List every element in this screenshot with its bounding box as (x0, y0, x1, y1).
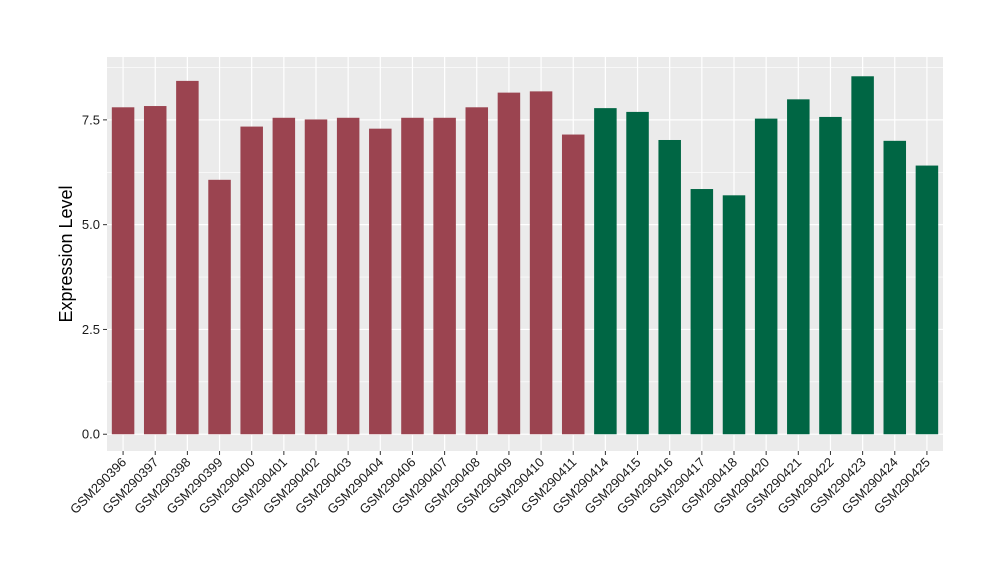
y-tick-label: 2.5 (82, 322, 100, 337)
y-tick-label: 7.5 (82, 112, 100, 127)
bar-GSM290408 (465, 107, 489, 435)
bar-GSM290422 (819, 116, 842, 435)
bar-GSM290404 (369, 128, 392, 435)
bar-GSM290406 (401, 117, 424, 435)
y-tick-label: 0.0 (82, 427, 100, 442)
bar-GSM290417 (690, 189, 714, 435)
bar-GSM290409 (497, 92, 521, 435)
plot-panel (107, 57, 943, 451)
bar-GSM290424 (883, 140, 907, 435)
bar-GSM290403 (336, 117, 360, 435)
bar-GSM290411 (561, 134, 585, 435)
bar-GSM290400 (240, 126, 263, 435)
bar-GSM290396 (111, 107, 135, 435)
y-axis: 0.0 2.5 5.0 7.5 (82, 112, 107, 442)
bar-GSM290401 (272, 117, 296, 435)
bar-GSM290415 (626, 111, 649, 435)
bar-GSM290397 (143, 106, 167, 435)
bar-GSM290407 (433, 117, 456, 435)
bar-GSM290398 (176, 80, 199, 435)
x-axis: GSM290396GSM290397GSM290398GSM290399GSM2… (67, 451, 933, 517)
bar-GSM290402 (304, 119, 328, 435)
bar-GSM290420 (754, 118, 778, 435)
bars (111, 76, 939, 435)
bar-GSM290421 (787, 99, 810, 435)
bar-GSM290423 (851, 76, 874, 435)
bar-GSM290418 (722, 195, 746, 435)
bar-GSM290414 (594, 108, 617, 435)
y-axis-title: Expression Level (56, 185, 76, 322)
bar-GSM290416 (658, 139, 681, 435)
bar-GSM290410 (529, 91, 553, 435)
bar-GSM290425 (915, 165, 939, 435)
bar-GSM290399 (208, 179, 231, 435)
y-tick-label: 5.0 (82, 217, 100, 232)
